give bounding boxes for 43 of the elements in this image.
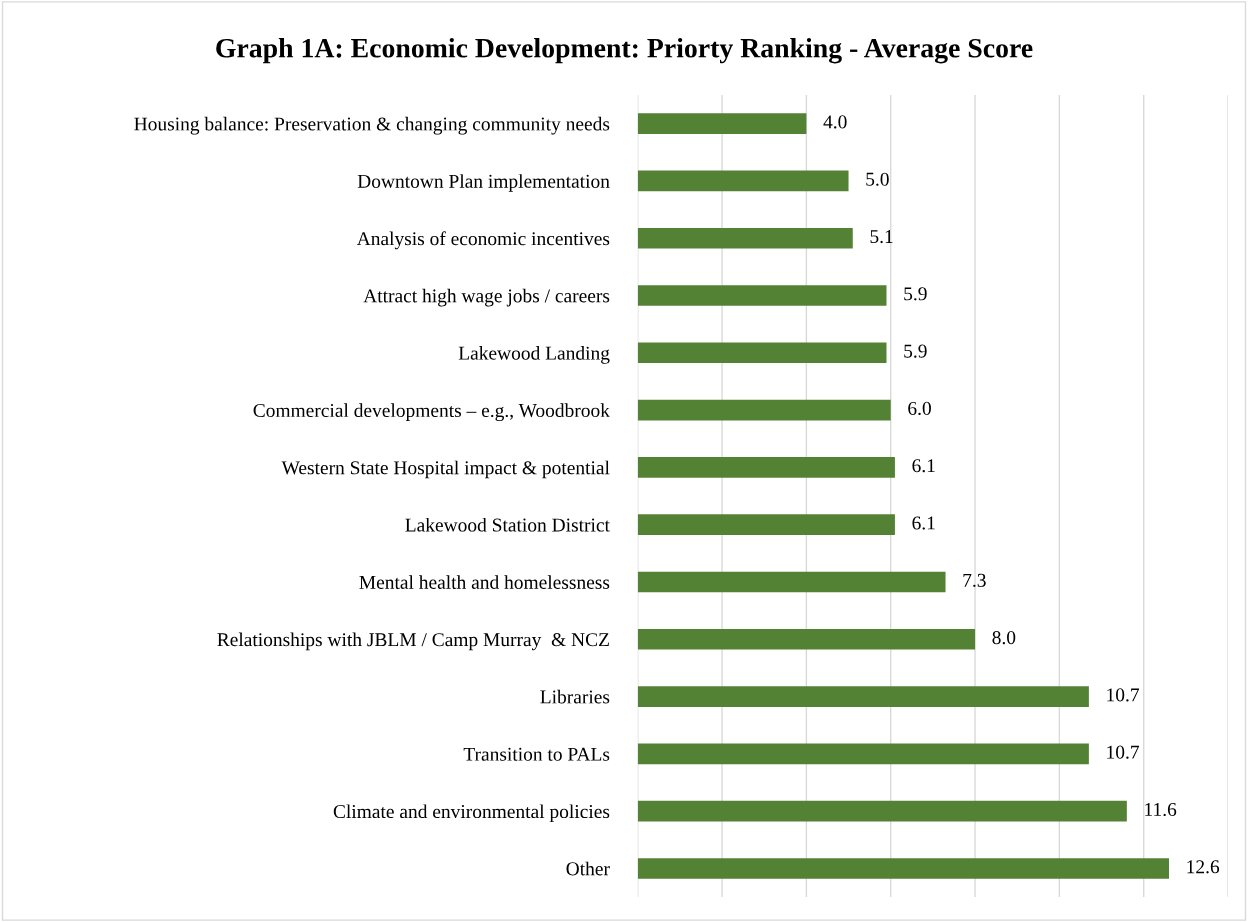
y-tick-label: Attract high wage jobs / careers: [363, 288, 610, 307]
bar: [637, 170, 849, 192]
y-tick-label: Transition to PALs: [463, 747, 610, 761]
bar: [637, 571, 946, 593]
y-tick-label: Lakewood Station District: [405, 517, 610, 532]
y-tick-label: Commercial developments – e.g., Woodbrook: [253, 403, 610, 422]
bar: [637, 227, 853, 249]
data-label: 5.0: [866, 172, 889, 186]
bar: [637, 858, 1169, 879]
data-label: 10.7: [1107, 688, 1140, 702]
data-label: 7.3: [963, 573, 986, 587]
bar: [637, 514, 895, 535]
bar: [637, 457, 895, 478]
data-label: 8.0: [992, 631, 1016, 645]
data-label: 6.1: [912, 516, 935, 530]
data-label: 6.1: [912, 459, 935, 473]
y-tick-label: Climate and environmental policies: [333, 804, 610, 823]
y-tick-label: Mental health and homelessness: [359, 575, 610, 589]
bar: [637, 285, 887, 306]
data-label: 11.6: [1145, 802, 1177, 817]
y-tick-label: Libraries: [540, 689, 610, 704]
bar: [637, 628, 976, 650]
data-label: 5.9: [904, 344, 927, 358]
bar: [637, 743, 1089, 765]
y-tick-label: Housing balance: Preservation & changing community needs: [134, 116, 610, 135]
y-tick-label: Other: [566, 861, 610, 876]
y-tick-label: Relationships with JBLM / Camp Murray & NCZ: [217, 632, 609, 651]
bar: [637, 800, 1127, 822]
y-tick-label: Western State Hospital impact & potential: [281, 460, 610, 479]
y-tick-label: Lakewood Landing: [458, 346, 610, 364]
chart-title: Graph 1A: Economic Development: Priorty Ranking - Average Score: [216, 38, 1033, 64]
data-label: 5.9: [904, 287, 927, 301]
bar: [637, 113, 807, 134]
y-tick-label: Downtown Plan implementation: [357, 174, 610, 192]
data-label: 4.0: [823, 115, 847, 129]
bar: [637, 686, 1089, 707]
data-label: 6.0: [908, 401, 931, 416]
bar: [637, 399, 891, 421]
data-label: 5.1: [870, 230, 893, 244]
data-label: 12.6: [1187, 860, 1220, 874]
bar: [637, 342, 887, 364]
data-label: 10.7: [1107, 745, 1140, 759]
y-tick-label: Analysis of economic incentives: [356, 231, 610, 250]
